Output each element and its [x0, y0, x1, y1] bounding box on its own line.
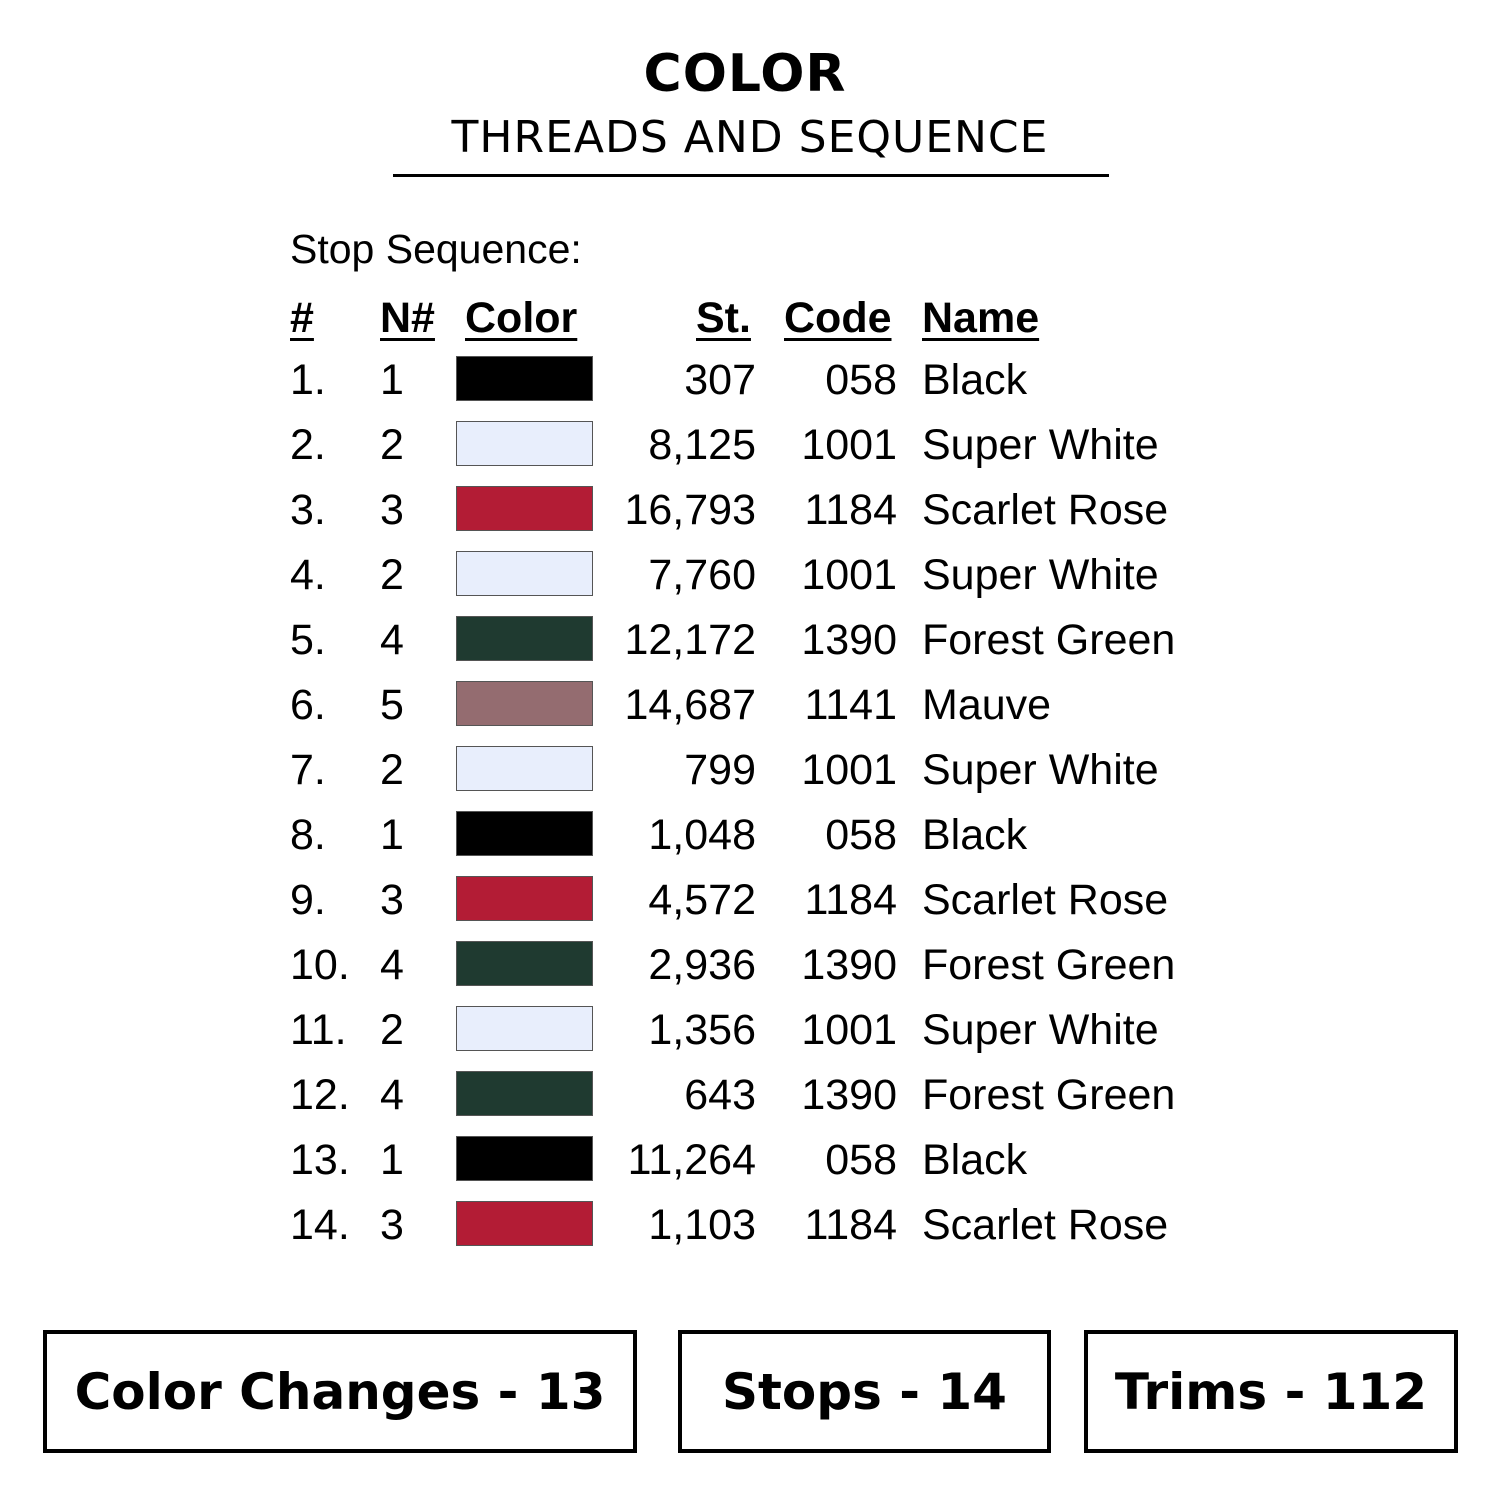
row-stitches: 7,760 [648, 551, 756, 599]
row-stitches: 1,048 [648, 811, 756, 859]
row-code: 1001 [801, 1006, 897, 1054]
row-num: 3. [290, 486, 326, 534]
color-swatch [456, 941, 593, 986]
row-code: 1184 [804, 486, 897, 534]
header-stitches: St. [696, 294, 751, 342]
row-stitches: 16,793 [624, 486, 756, 534]
row-code: 1184 [804, 1201, 897, 1249]
row-num: 8. [290, 811, 326, 859]
row-num: 9. [290, 876, 326, 924]
row-name: Super White [922, 421, 1159, 469]
row-name: Mauve [922, 681, 1052, 729]
row-code: 1184 [804, 876, 897, 924]
header-color: Color [465, 294, 578, 342]
row-name: Black [922, 1136, 1028, 1184]
row-name: Super White [922, 746, 1159, 794]
page-subtitle: THREADS AND SEQUENCE [451, 112, 1049, 163]
row-stitches: 14,687 [624, 681, 756, 729]
color-swatch [456, 876, 593, 921]
row-needle: 4 [380, 941, 404, 989]
color-changes-box: Color Changes - 13 [43, 1330, 637, 1453]
page-title: COLOR [643, 44, 847, 104]
header-name: Name [922, 294, 1040, 342]
row-name: Forest Green [922, 616, 1176, 664]
stop-sequence-label: Stop Sequence: [290, 226, 582, 272]
color-swatch [456, 746, 593, 791]
row-num: 13. [290, 1136, 350, 1184]
color-swatch [456, 421, 593, 466]
row-name: Forest Green [922, 941, 1176, 989]
row-stitches: 307 [684, 356, 756, 404]
stops-box: Stops - 14 [678, 1330, 1051, 1453]
header-needle: N# [380, 294, 435, 342]
row-num: 4. [290, 551, 326, 599]
row-code: 1001 [801, 746, 897, 794]
row-num: 11. [290, 1006, 347, 1054]
row-code: 1001 [801, 551, 897, 599]
row-code: 1141 [804, 681, 897, 729]
row-needle: 1 [380, 356, 404, 404]
row-stitches: 2,936 [648, 941, 756, 989]
color-swatch [456, 1201, 593, 1246]
row-num: 2. [290, 421, 326, 469]
row-name: Scarlet Rose [922, 486, 1169, 534]
row-name: Black [922, 811, 1028, 859]
row-stitches: 11,264 [627, 1136, 756, 1184]
row-num: 5. [290, 616, 326, 664]
title-divider [393, 174, 1109, 177]
row-num: 1. [290, 356, 326, 404]
row-stitches: 8,125 [648, 421, 756, 469]
color-swatch [456, 616, 593, 661]
header-code: Code [784, 294, 892, 342]
row-needle: 2 [380, 746, 404, 794]
row-needle: 3 [380, 486, 404, 534]
row-needle: 5 [380, 681, 404, 729]
row-code: 1390 [801, 941, 897, 989]
row-stitches: 1,356 [648, 1006, 756, 1054]
row-needle: 3 [380, 1201, 404, 1249]
row-code: 058 [825, 811, 897, 859]
color-swatch [456, 1071, 593, 1116]
row-stitches: 643 [684, 1071, 756, 1119]
color-swatch [456, 1136, 593, 1181]
row-code: 058 [825, 1136, 897, 1184]
row-needle: 1 [380, 811, 404, 859]
color-swatch [456, 551, 593, 596]
color-swatch [456, 356, 593, 401]
color-swatch [456, 1006, 593, 1051]
row-stitches: 12,172 [624, 616, 756, 664]
row-stitches: 799 [684, 746, 756, 794]
trims-box: Trims - 112 [1084, 1330, 1458, 1453]
row-name: Scarlet Rose [922, 1201, 1169, 1249]
row-num: 10. [290, 941, 350, 989]
header-num: # [290, 294, 314, 342]
row-needle: 4 [380, 616, 404, 664]
row-stitches: 4,572 [648, 876, 756, 924]
row-name: Super White [922, 551, 1159, 599]
row-needle: 4 [380, 1071, 404, 1119]
color-swatch [456, 681, 593, 726]
row-name: Scarlet Rose [922, 876, 1169, 924]
row-num: 14. [290, 1201, 350, 1249]
row-code: 1390 [801, 616, 897, 664]
row-needle: 2 [380, 1006, 404, 1054]
row-name: Forest Green [922, 1071, 1176, 1119]
row-num: 7. [290, 746, 326, 794]
row-needle: 1 [380, 1136, 404, 1184]
row-needle: 3 [380, 876, 404, 924]
color-swatch [456, 811, 593, 856]
row-code: 058 [825, 356, 897, 404]
row-num: 12. [290, 1071, 350, 1119]
row-code: 1390 [801, 1071, 897, 1119]
row-name: Black [922, 356, 1028, 404]
row-num: 6. [290, 681, 326, 729]
row-stitches: 1,103 [648, 1201, 756, 1249]
color-swatch [456, 486, 593, 531]
row-name: Super White [922, 1006, 1159, 1054]
row-code: 1001 [801, 421, 897, 469]
row-needle: 2 [380, 421, 404, 469]
row-needle: 2 [380, 551, 404, 599]
